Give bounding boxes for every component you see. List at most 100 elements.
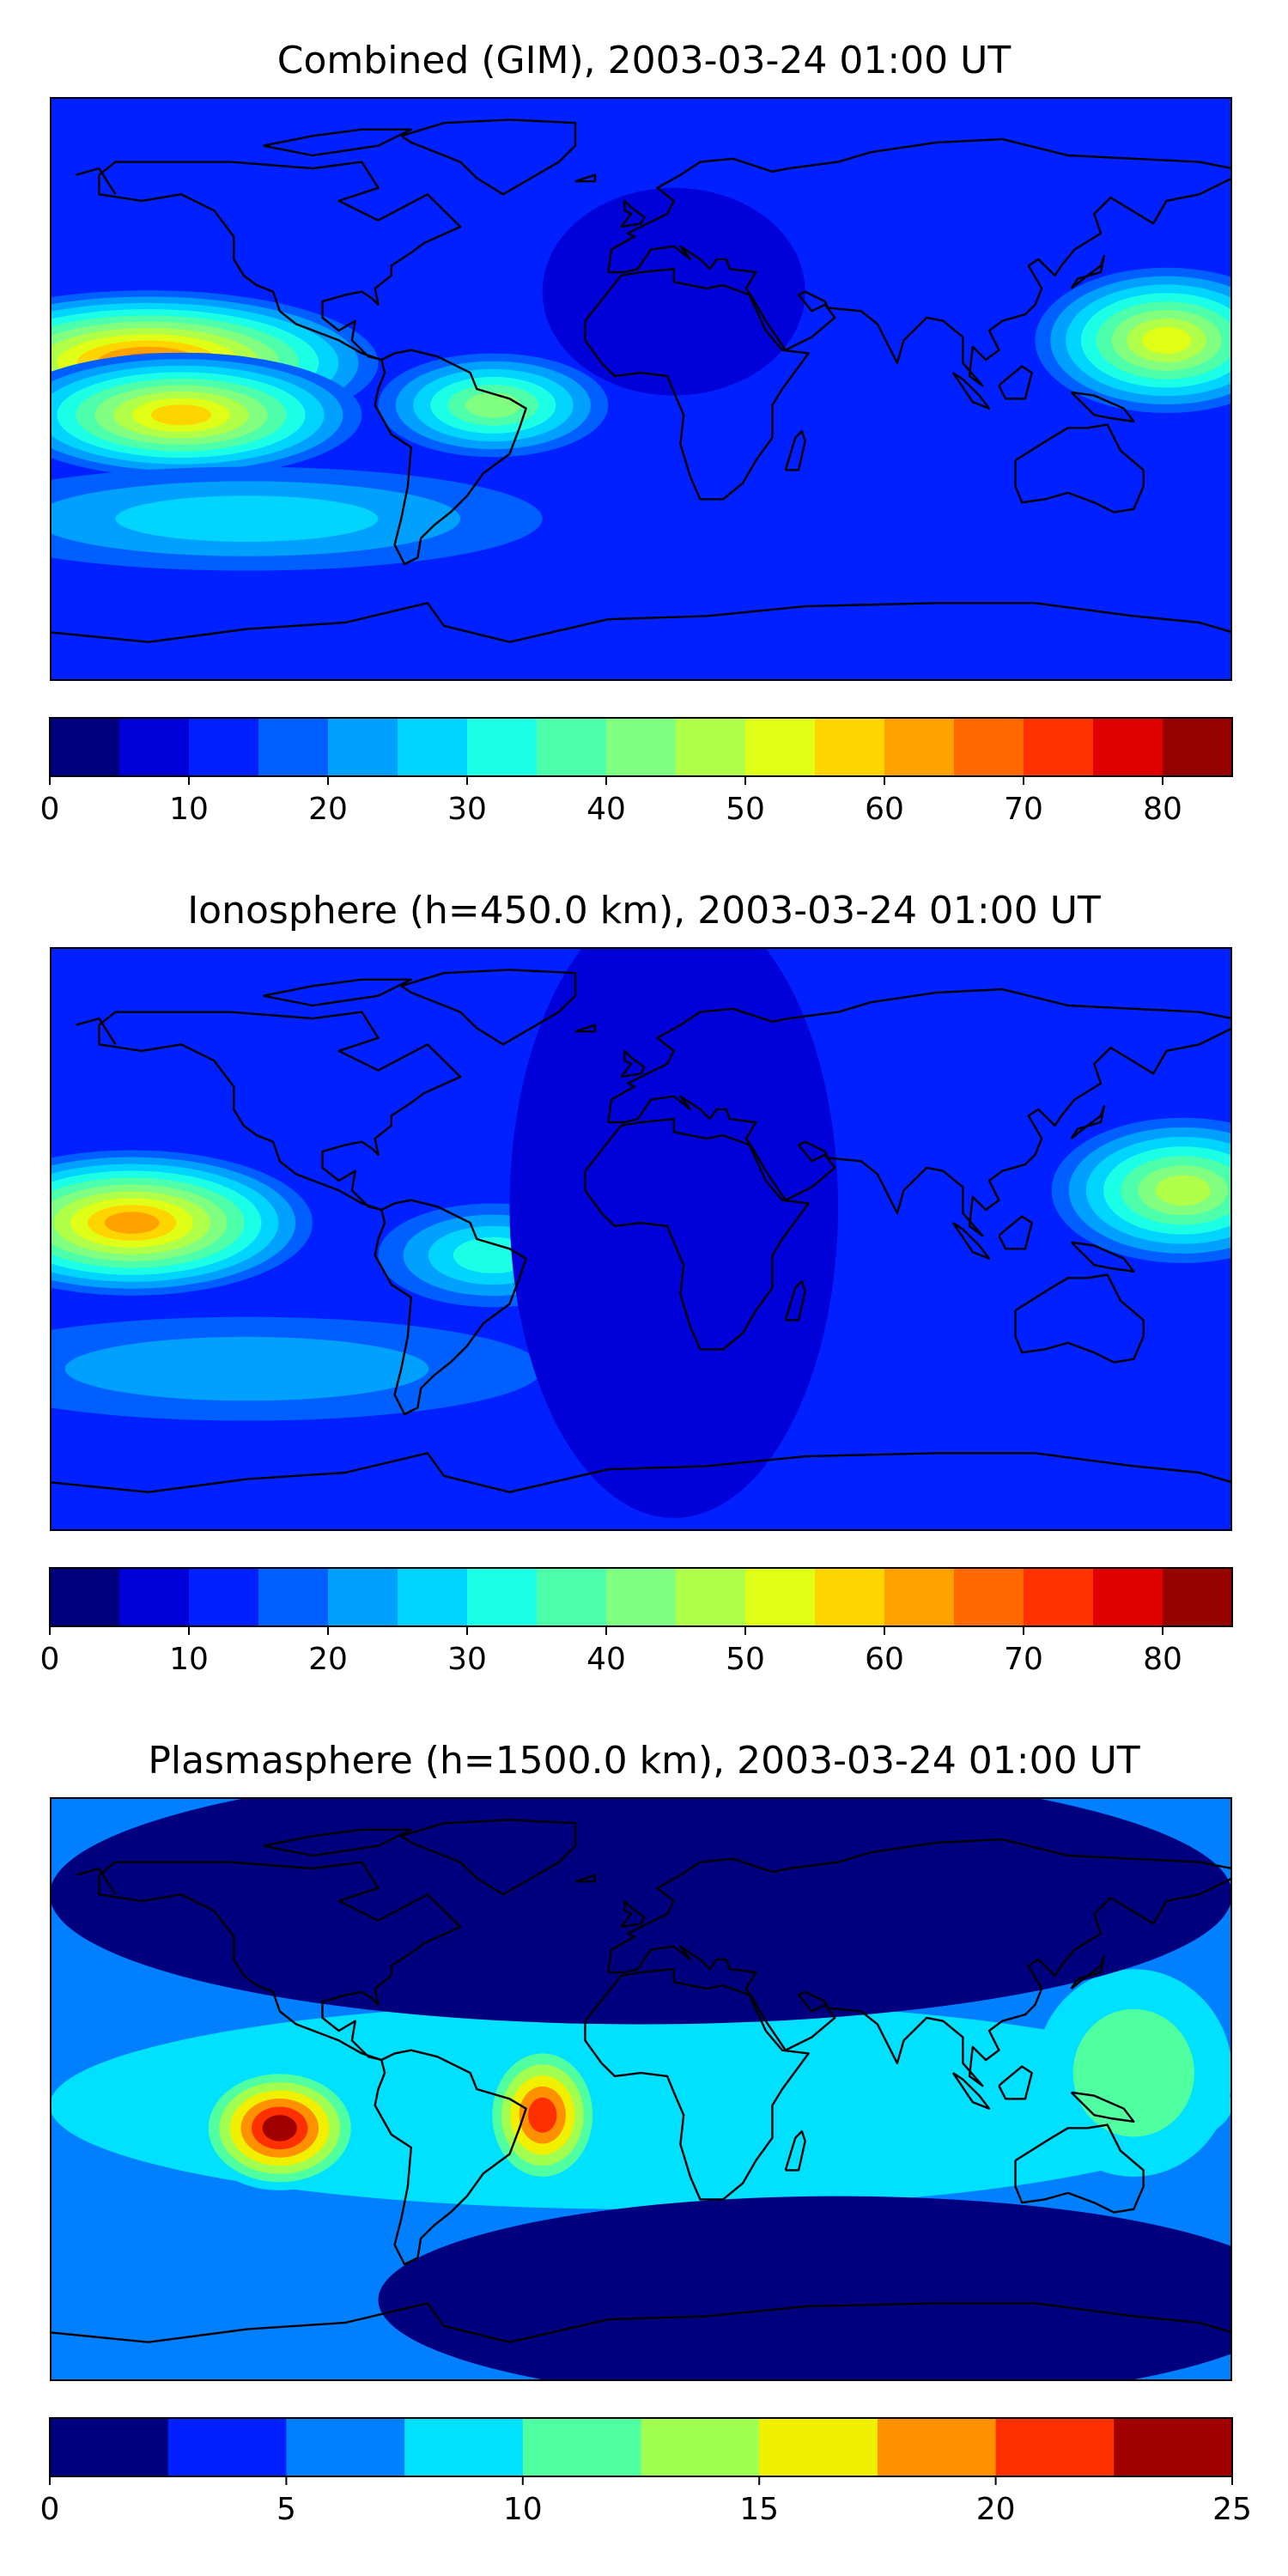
colorbar-bin — [522, 2418, 641, 2476]
colorbar-tick-label: 40 — [586, 1642, 626, 1677]
coastline — [76, 1867, 117, 1895]
colorbar-bin — [954, 718, 1024, 776]
colorbar-bin — [189, 1568, 259, 1626]
colorbar-bin — [119, 1568, 190, 1626]
colorbar-tick-label: 80 — [1143, 1642, 1182, 1677]
colorbar-tick-label: 20 — [976, 2492, 1016, 2527]
coastline — [1070, 254, 1106, 289]
colorbar-frame — [49, 717, 1233, 777]
tec-map-ionosphere — [50, 947, 1232, 1531]
colorbar-bin — [759, 2418, 878, 2476]
pacific-south-crest-contour — [150, 404, 212, 426]
colorbar-tick-label: 0 — [40, 2492, 60, 2527]
colorbar-plasmasphere-svg: 0 5 10 15 20 25 — [40, 2417, 1252, 2527]
colorbar-bin — [328, 718, 398, 776]
colorbar-bin — [189, 718, 259, 776]
coastline — [50, 602, 1232, 643]
colorbar-bin — [50, 718, 120, 776]
coastline — [620, 199, 646, 228]
colorbar-bin — [641, 2418, 760, 2476]
coastline — [98, 1011, 462, 1212]
east-pacific-peak-contour — [262, 2115, 297, 2142]
map-frame — [50, 1797, 1232, 2381]
coastline — [374, 2049, 527, 2266]
coastline — [98, 1861, 462, 2062]
colorbar-bin — [119, 718, 190, 776]
colorbar-tick-label: 25 — [1212, 2492, 1252, 2527]
coastline — [951, 2072, 991, 2110]
south-america-crest-contour — [465, 392, 521, 418]
colorbar-bin — [1163, 1568, 1233, 1626]
coastline — [574, 173, 597, 183]
colorbar-plasmasphere: 0 5 10 15 20 25 — [40, 2417, 1252, 2527]
coastline — [374, 349, 527, 566]
colorbar-bin — [286, 2418, 405, 2476]
north-polar-cap-contour — [50, 1797, 1232, 2025]
colorbar-combined-svg: 0 10 20 30 40 50 60 70 80 — [40, 717, 1233, 827]
colorbar-tick-label: 50 — [726, 792, 765, 827]
colorbar-tick-label: 30 — [447, 792, 487, 827]
coastline — [1014, 2123, 1145, 2214]
colorbar-frame — [49, 1567, 1233, 1627]
colorbar-tick-label: 5 — [276, 2492, 296, 2527]
colorbar-bin — [398, 718, 468, 776]
colorbar-bin — [467, 1568, 538, 1626]
colorbar-tick-label: 0 — [40, 792, 60, 827]
map-frame — [50, 97, 1232, 681]
coastline — [998, 2065, 1033, 2100]
colorbar-bin — [258, 718, 329, 776]
colorbar-bin — [676, 718, 746, 776]
colorbar-bin — [537, 718, 607, 776]
colorbar-bin — [815, 1568, 885, 1626]
coastline — [1070, 1104, 1106, 1139]
coastline — [998, 1215, 1033, 1250]
coastline — [400, 118, 577, 196]
colorbar-tick-label: 10 — [169, 792, 209, 827]
colorbar-bin — [50, 2418, 169, 2476]
coastline — [784, 429, 806, 471]
coastline — [1070, 391, 1135, 422]
colorbar-bin — [328, 1568, 398, 1626]
colorbar-bin — [1114, 2418, 1233, 2476]
map-frame — [50, 947, 1232, 1531]
southern-pacific-band-contour — [64, 1336, 429, 1401]
coastline — [607, 137, 1232, 387]
coastline — [784, 1279, 806, 1321]
coastline — [263, 128, 412, 157]
colorbar-tick-label: 0 — [40, 1642, 60, 1677]
colorbar-tick-label: 20 — [308, 792, 348, 827]
colorbar-bin — [398, 1568, 468, 1626]
colorbar-tick-label: 40 — [586, 792, 626, 827]
coastline — [951, 1222, 991, 1260]
colorbar-tick-label: 15 — [739, 2492, 779, 2527]
coastline — [998, 365, 1033, 400]
coastline — [584, 1967, 810, 2201]
coastline — [50, 1452, 1232, 1493]
map-plasmasphere — [50, 1797, 1232, 2381]
colorbar-bin — [745, 718, 816, 776]
colorbar-tick-label: 10 — [169, 1642, 209, 1677]
colorbar-bin — [537, 1568, 607, 1626]
colorbar-bin — [815, 718, 885, 776]
colorbar-bin — [1093, 718, 1163, 776]
colorbar-tick-label: 20 — [308, 1642, 348, 1677]
colorbar-bin — [1163, 718, 1233, 776]
colorbar-bin — [606, 718, 677, 776]
tec-map-plasmasphere — [50, 1797, 1232, 2381]
panel-title-plasmasphere: Plasmasphere (h=1500.0 km), 2003-03-24 0… — [148, 1739, 1140, 1783]
tec-map-combined — [50, 97, 1232, 681]
colorbar-tick-label: 70 — [1004, 792, 1043, 827]
colorbar-bin — [954, 1568, 1024, 1626]
colorbar-bin — [258, 1568, 329, 1626]
coastline — [784, 2129, 806, 2172]
colorbar-ionosphere: 0 10 20 30 40 50 60 70 80 — [40, 1567, 1233, 1677]
coastline — [1014, 1273, 1145, 1364]
colorbar-bin — [1024, 718, 1094, 776]
coastline — [620, 1049, 646, 1078]
coastline — [400, 1819, 577, 1896]
colorbar-combined: 0 10 20 30 40 50 60 70 80 — [40, 717, 1233, 827]
colorbar-frame — [49, 2417, 1233, 2477]
atlantic-low-contour — [542, 187, 805, 396]
colorbar-tick-label: 70 — [1004, 1642, 1043, 1677]
pacific-equatorial-crest-contour — [104, 1212, 160, 1234]
